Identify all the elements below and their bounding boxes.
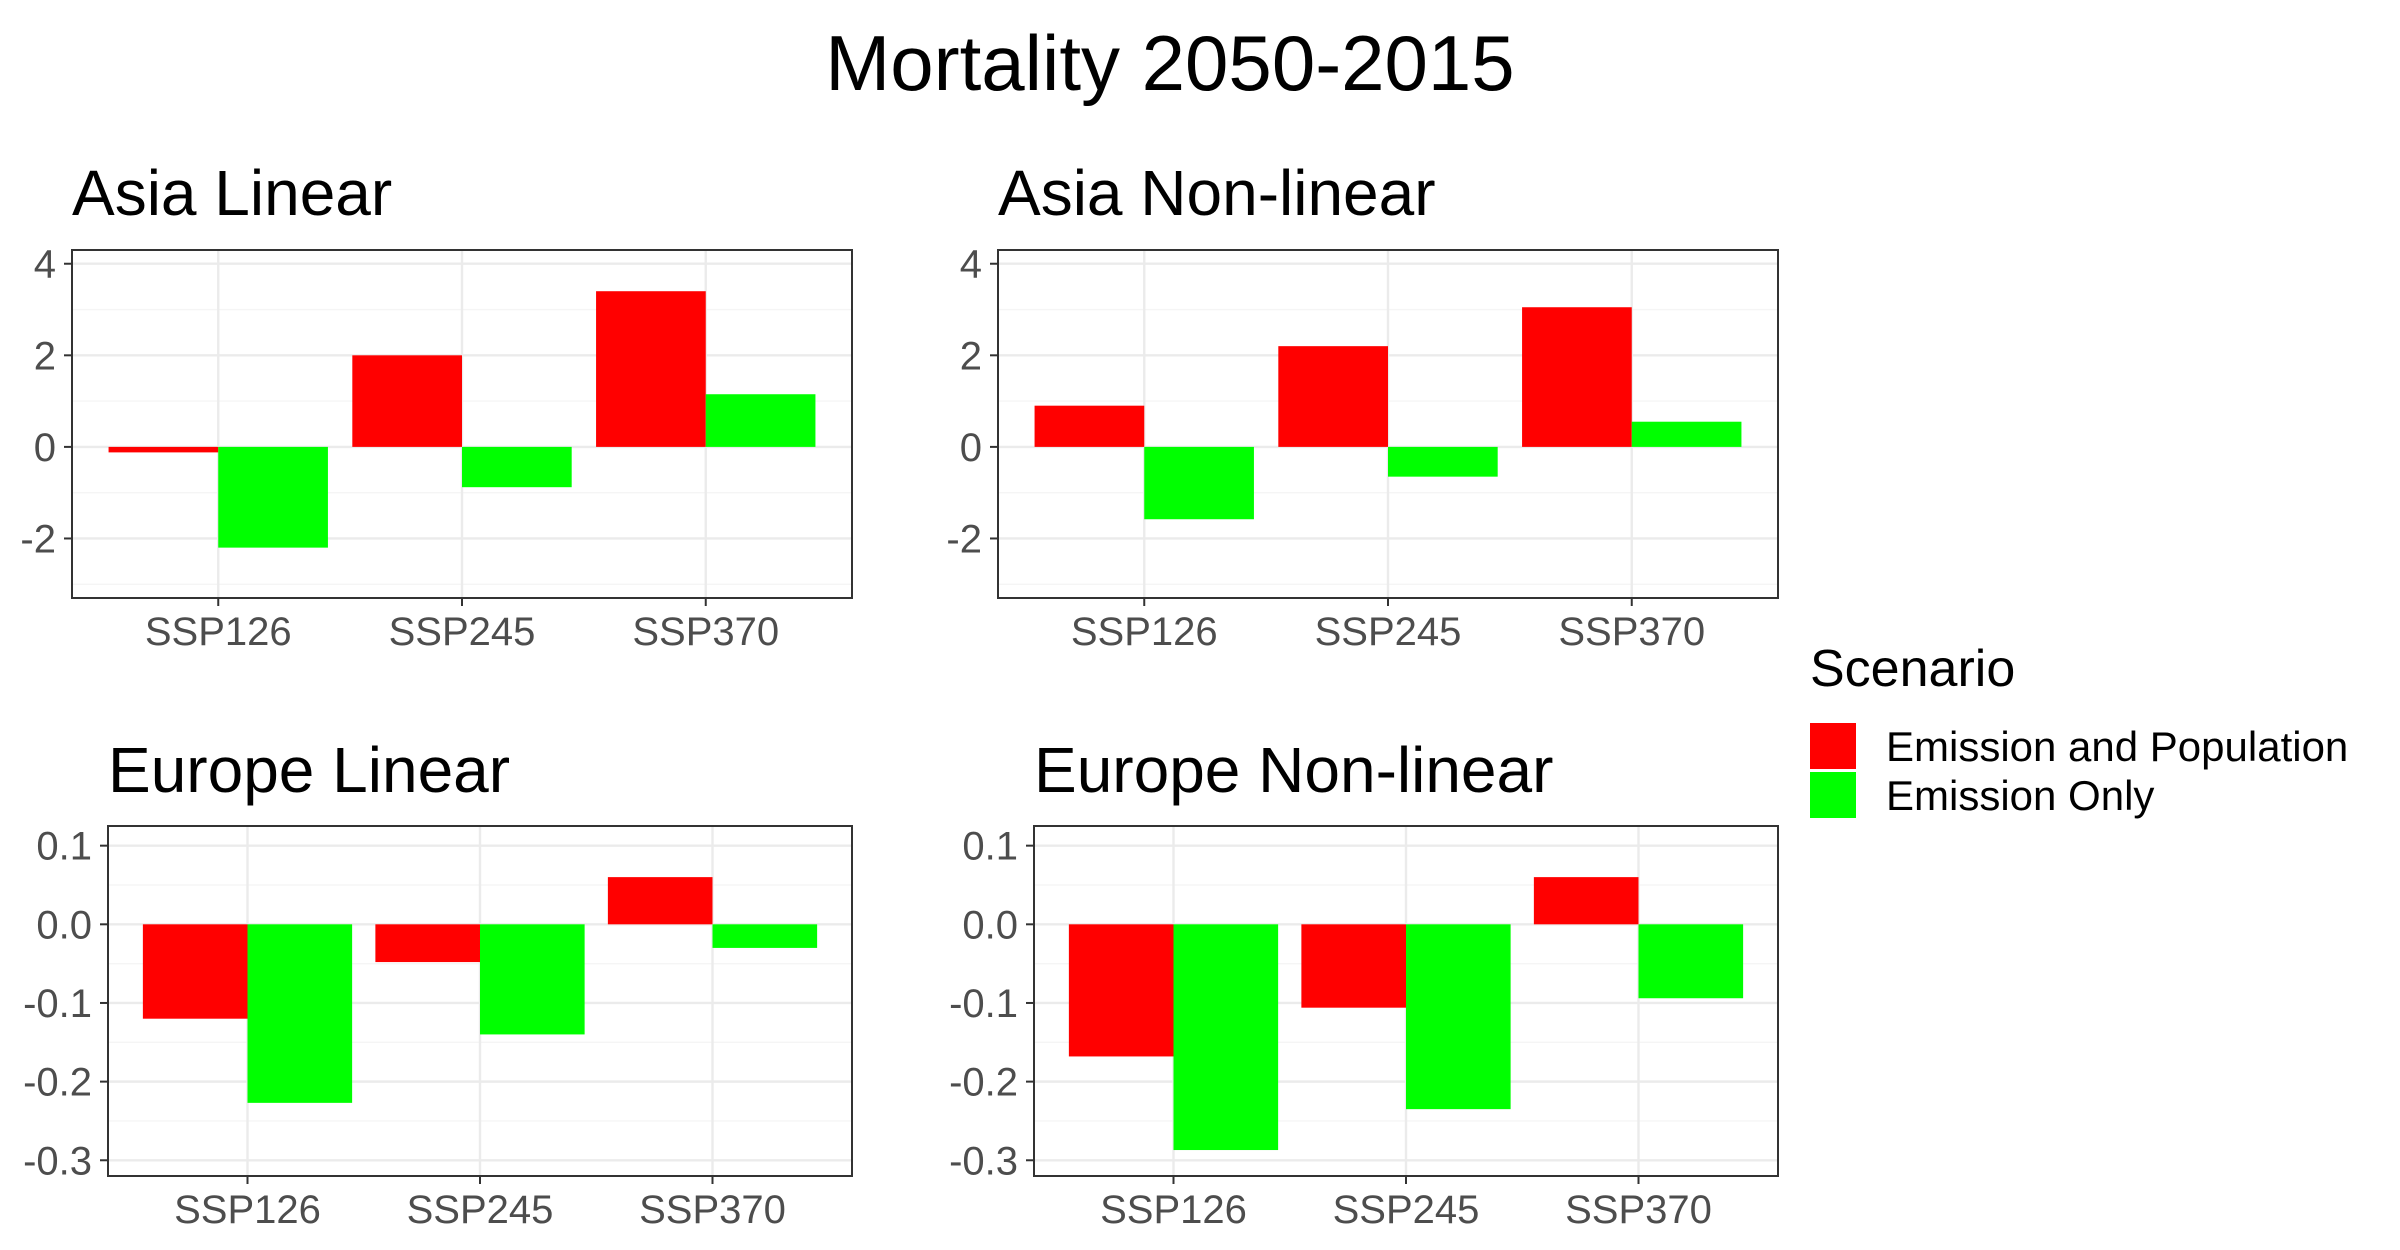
main-title: Mortality 2050-2015 (825, 19, 1514, 107)
y-tick-label: 0.0 (36, 903, 92, 947)
y-tick-label: 4 (960, 243, 982, 287)
y-tick-label: -2 (20, 517, 56, 561)
panel-title: Europe Linear (108, 734, 510, 806)
y-tick-label: 0 (34, 426, 56, 470)
y-tick-label: -0.3 (949, 1139, 1018, 1183)
x-tick-label: SSP245 (1333, 1188, 1480, 1232)
bar-emission-only-ssp126 (1144, 446, 1254, 520)
x-tick-label: SSP126 (174, 1188, 321, 1232)
y-tick-label: -0.2 (23, 1061, 92, 1105)
bar-emission-and-population-ssp245 (1278, 346, 1388, 447)
bar-emission-and-population-ssp370 (607, 877, 713, 925)
y-tick-label: -0.1 (23, 982, 92, 1026)
bar-emission-and-population-ssp126 (142, 924, 248, 1019)
panel-asia-non-linear: Asia Non-linear -2 0 2 4 SSP126 SSP245 SSP370 (946, 157, 1779, 654)
y-tick-label: 2 (34, 334, 56, 378)
legend-key-emission-only (1810, 772, 1856, 818)
bar-emission-only-ssp126 (218, 446, 328, 548)
x-tick-label: SSP126 (145, 610, 292, 654)
bar-emission-only-ssp245 (1406, 924, 1511, 1110)
y-tick-label: -2 (946, 517, 982, 561)
bar-emission-and-population-ssp245 (352, 355, 462, 447)
bar-emission-and-population-ssp245 (375, 924, 480, 963)
x-tick-label: SSP370 (1565, 1188, 1712, 1232)
y-tick-label: 0 (960, 426, 982, 470)
x-tick-label: SSP126 (1100, 1188, 1247, 1232)
bar-emission-and-population-ssp370 (1533, 877, 1639, 925)
panel-asia-linear: Asia Linear -2 0 2 4 SSP126 SSP245 SSP370 (20, 157, 853, 654)
legend-key-emission-and-population (1810, 723, 1856, 769)
y-tick-label: 0.1 (962, 825, 1018, 869)
legend: Scenario Emission and Population Emissio… (1810, 640, 2348, 819)
x-tick-label: SSP370 (632, 610, 779, 654)
bar-emission-only-ssp370 (1631, 421, 1742, 447)
bar-emission-only-ssp126 (247, 924, 353, 1103)
x-tick-label: SSP370 (639, 1188, 786, 1232)
x-tick-label: SSP245 (1315, 610, 1462, 654)
bar-emission-and-population-ssp126 (1034, 405, 1145, 447)
x-tick-label: SSP370 (1558, 610, 1705, 654)
y-tick-label: 0.1 (36, 825, 92, 869)
panel-europe-linear: Europe Linear -0.3 -0.2 -0.1 0.0 0.1 SSP126 SSP… (23, 734, 853, 1232)
bar-emission-and-population-ssp126 (108, 446, 219, 453)
bar-emission-only-ssp245 (462, 446, 572, 488)
bar-emission-and-population-ssp370 (1522, 307, 1632, 447)
bar-emission-only-ssp245 (1388, 446, 1498, 477)
legend-label-emission-only: Emission Only (1886, 772, 2154, 819)
panel-title: Asia Non-linear (998, 157, 1436, 229)
bar-emission-only-ssp126 (1173, 924, 1279, 1151)
y-tick-label: 0.0 (962, 903, 1018, 947)
bar-emission-only-ssp370 (1638, 924, 1744, 999)
bar-emission-and-population-ssp245 (1301, 924, 1406, 1008)
bar-emission-and-population-ssp370 (596, 291, 706, 447)
x-tick-label: SSP245 (407, 1188, 554, 1232)
y-tick-label: 4 (34, 243, 56, 287)
legend-label-emission-and-population: Emission and Population (1886, 723, 2348, 770)
panel-title: Asia Linear (72, 157, 392, 229)
panel-europe-non-linear: Europe Non-linear -0.3 -0.2 -0.1 0.0 0.1 SSP12… (949, 734, 1779, 1232)
panel-title: Europe Non-linear (1034, 734, 1553, 806)
bar-emission-only-ssp370 (705, 394, 816, 447)
bar-emission-and-population-ssp126 (1068, 924, 1174, 1057)
y-tick-label: -0.2 (949, 1061, 1018, 1105)
y-tick-label: -0.3 (23, 1139, 92, 1183)
x-tick-label: SSP245 (389, 610, 536, 654)
y-tick-label: 2 (960, 334, 982, 378)
y-tick-label: -0.1 (949, 982, 1018, 1026)
legend-title: Scenario (1810, 640, 2015, 698)
x-tick-label: SSP126 (1071, 610, 1218, 654)
bar-emission-only-ssp245 (480, 924, 585, 1035)
bar-emission-only-ssp370 (712, 924, 818, 948)
